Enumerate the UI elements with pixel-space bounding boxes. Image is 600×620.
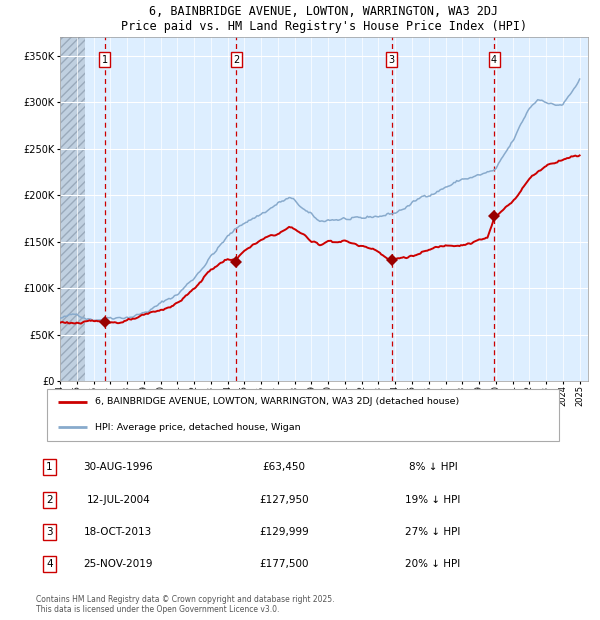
Text: 19% ↓ HPI: 19% ↓ HPI xyxy=(405,495,461,505)
Bar xyxy=(60,37,85,381)
Title: 6, BAINBRIDGE AVENUE, LOWTON, WARRINGTON, WA3 2DJ
Price paid vs. HM Land Registr: 6, BAINBRIDGE AVENUE, LOWTON, WARRINGTON… xyxy=(121,5,527,33)
Text: 3: 3 xyxy=(46,527,53,537)
Text: £127,950: £127,950 xyxy=(259,495,309,505)
Text: 4: 4 xyxy=(491,55,497,64)
Text: £177,500: £177,500 xyxy=(259,559,308,569)
Text: 12-JUL-2004: 12-JUL-2004 xyxy=(86,495,150,505)
Text: HPI: Average price, detached house, Wigan: HPI: Average price, detached house, Wiga… xyxy=(95,423,301,432)
Text: 27% ↓ HPI: 27% ↓ HPI xyxy=(405,527,461,537)
Text: 1: 1 xyxy=(101,55,108,64)
Text: 4: 4 xyxy=(46,559,53,569)
Text: 1: 1 xyxy=(46,463,53,472)
Text: 30-AUG-1996: 30-AUG-1996 xyxy=(83,463,153,472)
Text: 6, BAINBRIDGE AVENUE, LOWTON, WARRINGTON, WA3 2DJ (detached house): 6, BAINBRIDGE AVENUE, LOWTON, WARRINGTON… xyxy=(95,397,459,406)
FancyBboxPatch shape xyxy=(47,389,559,441)
Text: 25-NOV-2019: 25-NOV-2019 xyxy=(83,559,153,569)
Text: 2: 2 xyxy=(233,55,239,64)
Text: 18-OCT-2013: 18-OCT-2013 xyxy=(84,527,152,537)
Text: 20% ↓ HPI: 20% ↓ HPI xyxy=(406,559,461,569)
Text: 3: 3 xyxy=(389,55,395,64)
Text: £63,450: £63,450 xyxy=(262,463,305,472)
Text: 2: 2 xyxy=(46,495,53,505)
Text: 8% ↓ HPI: 8% ↓ HPI xyxy=(409,463,457,472)
Text: £129,999: £129,999 xyxy=(259,527,309,537)
Text: Contains HM Land Registry data © Crown copyright and database right 2025.
This d: Contains HM Land Registry data © Crown c… xyxy=(35,595,334,614)
